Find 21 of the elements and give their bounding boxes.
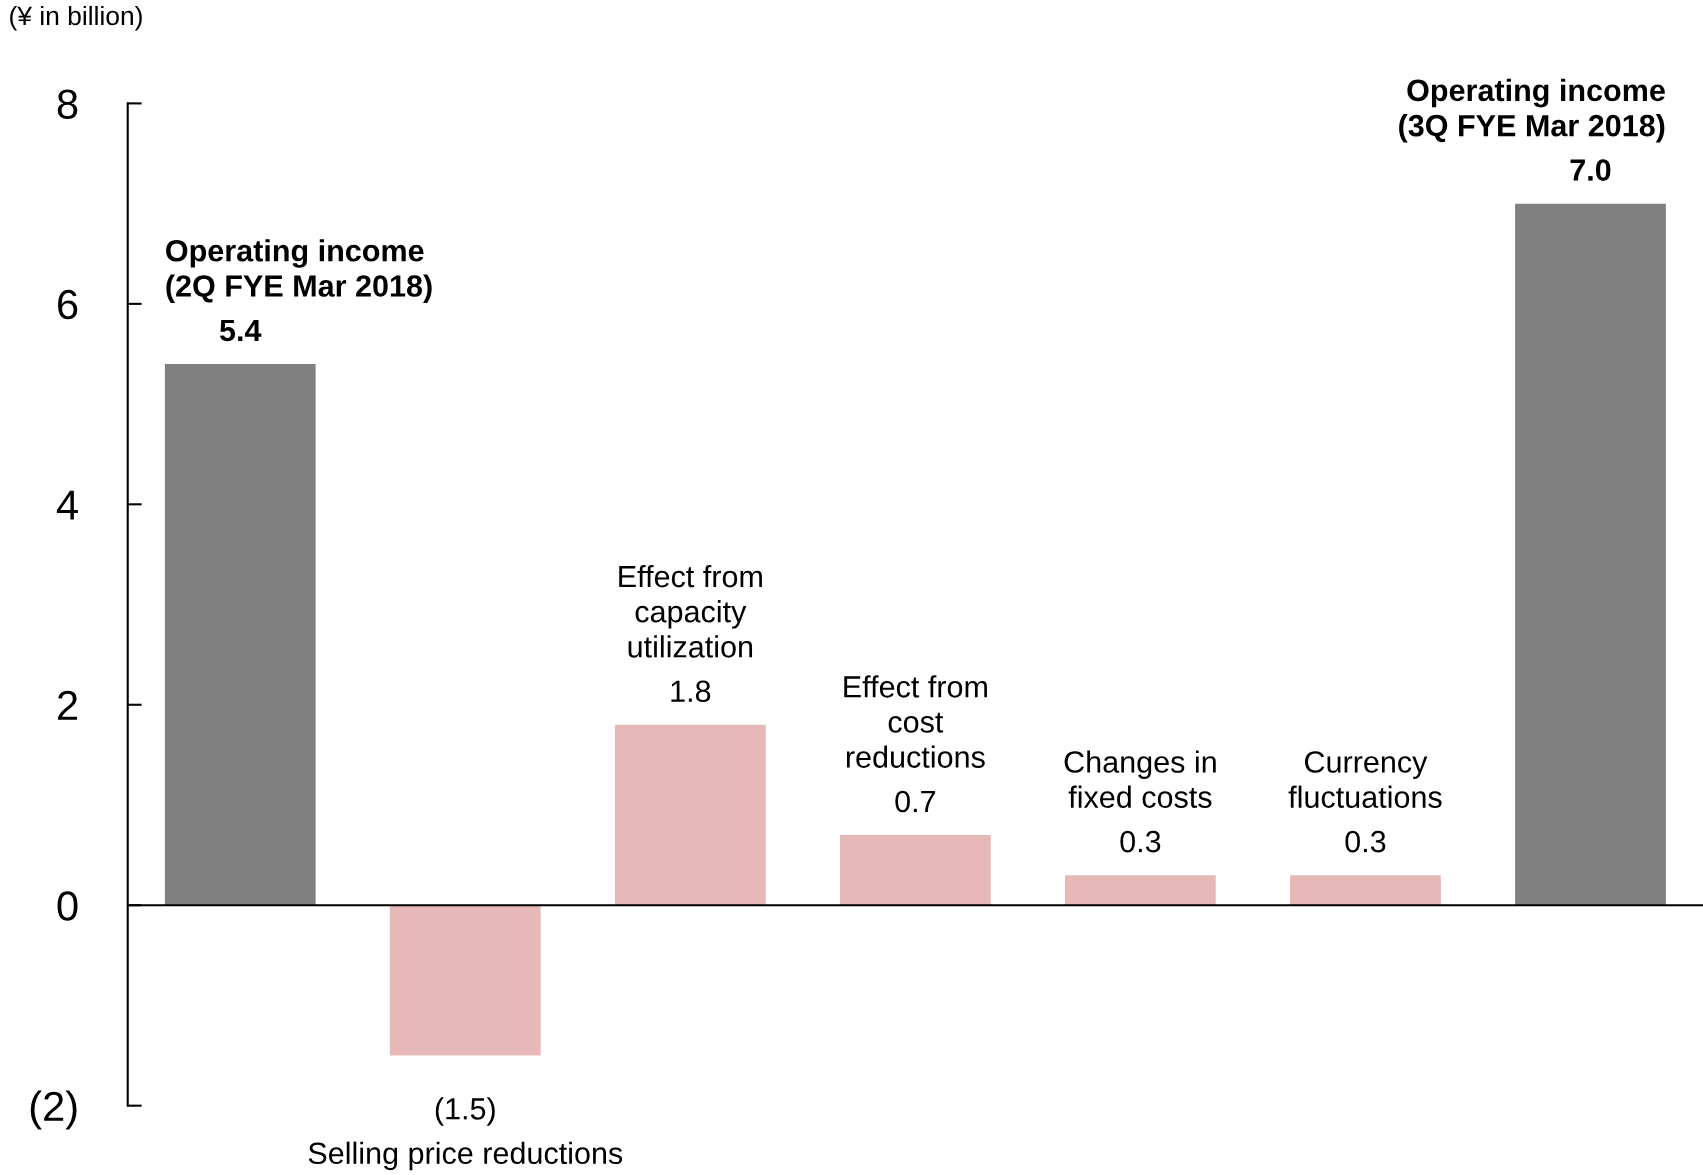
data-label: 5.4	[219, 319, 262, 342]
x-tick-label: Selling price reductions	[308, 1141, 623, 1171]
data-label: 0.3	[1345, 830, 1386, 853]
y-axis-title: (¥ in billion)	[10, 5, 142, 31]
data-label: (1.5)	[435, 1097, 495, 1126]
y-tick-label: (2)	[30, 1090, 77, 1130]
y-tick-label: 8	[57, 89, 78, 119]
x-tick-label: Effect from capacity utilization	[619, 565, 762, 658]
y-tick-label: 6	[58, 289, 78, 320]
y-tick-label: 4	[56, 490, 78, 520]
x-tick-label: Operating income (2Q FYE Mar 2018)	[166, 239, 432, 303]
x-tick-label: Effect from cost reductions	[844, 675, 987, 768]
y-tick-label: 0	[57, 891, 78, 921]
data-label: 1.8	[671, 680, 711, 703]
data-label: 0.7	[895, 790, 936, 813]
y-tick-label: 2	[58, 690, 78, 720]
x-tick-label: Operating income (3Q FYE Mar 2018)	[1399, 78, 1665, 143]
x-tick-label: Currency fluctuations	[1288, 751, 1442, 808]
x-tick-label: Changes in fixed costs	[1064, 750, 1216, 808]
data-label: 7.0	[1570, 159, 1611, 181]
data-label: 0.3	[1120, 830, 1161, 853]
